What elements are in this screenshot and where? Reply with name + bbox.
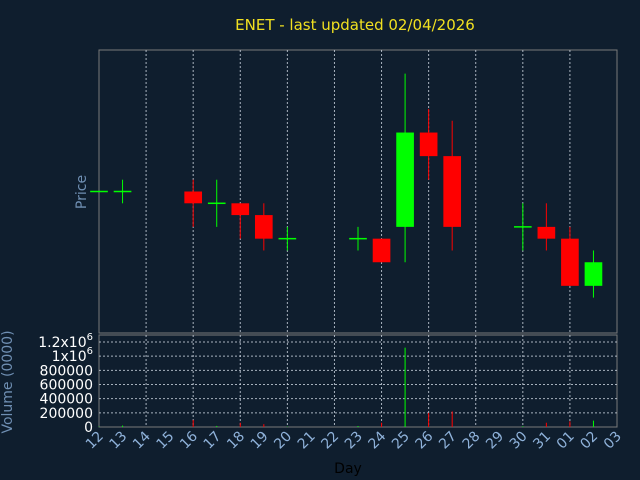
x-tick-label: 25 (389, 429, 413, 453)
candle-body (396, 132, 414, 227)
x-tick-label: 20 (271, 429, 295, 453)
x-tick-label: 22 (318, 429, 342, 453)
candle-body (207, 202, 226, 205)
candle-body (584, 262, 603, 286)
candle-body (349, 237, 367, 240)
volume-tick-label: 200000 (40, 406, 93, 422)
x-tick-label: 23 (342, 429, 366, 453)
volume-tick-label: 1.2x106 (38, 332, 93, 351)
candle-body (231, 203, 250, 216)
candle-body (372, 238, 391, 263)
x-tick-label: 01 (554, 429, 578, 453)
volume-tick-label: 800000 (40, 363, 93, 379)
x-tick-label: 02 (577, 429, 601, 453)
x-tick-label: 13 (106, 429, 130, 453)
candle-body (561, 238, 579, 286)
x-tick-label: 14 (130, 428, 154, 452)
volume-tick-label: 600000 (40, 378, 93, 394)
x-tick-label: 29 (483, 429, 507, 453)
x-tick-label: 18 (224, 429, 248, 453)
candles (90, 73, 603, 298)
x-tick-label: 24 (365, 428, 389, 452)
x-tick-labels: 12 13 14 15 16 17 18 19 20 21 22 23 24 25 26 27 28 29 30 31… (83, 428, 625, 452)
x-tick-label: 30 (507, 429, 531, 453)
x-tick-label: 28 (460, 429, 484, 453)
candle-body (113, 190, 132, 193)
x-tick-label: 17 (201, 429, 225, 453)
x-tick-label: 27 (436, 429, 460, 453)
volume-axis-label: Volume (0000) (0, 330, 16, 433)
volume-tick-label: 0 (84, 420, 93, 436)
x-tick-label: 16 (177, 428, 201, 452)
volume-tick-label: 1x106 (52, 346, 93, 365)
x-tick-label: 21 (295, 429, 319, 453)
volume-tick-label: 400000 (40, 392, 93, 408)
candle-body (443, 156, 462, 227)
x-tick-label: 26 (413, 428, 437, 452)
candle-body (254, 215, 273, 239)
volume-grid (99, 335, 617, 427)
price-plot-frame (98, 49, 618, 334)
x-tick-label: 03 (601, 429, 625, 453)
chart-title: ENET - last updated 02/04/2026 (235, 16, 475, 34)
candle-body (184, 191, 203, 204)
candle-body (513, 226, 532, 228)
candle-body (419, 132, 438, 157)
price-panel (90, 49, 618, 334)
price-axis-label: Price (74, 175, 90, 209)
x-tick-label: 19 (248, 429, 272, 453)
x-tick-label: 31 (530, 429, 554, 453)
candle-body (537, 226, 556, 239)
x-tick-label: 15 (154, 429, 178, 453)
candle-body (278, 237, 297, 240)
price-grid (145, 50, 571, 333)
x-axis-label: Day (334, 461, 362, 477)
candle-body (90, 190, 108, 193)
volume-bars (98, 347, 594, 427)
